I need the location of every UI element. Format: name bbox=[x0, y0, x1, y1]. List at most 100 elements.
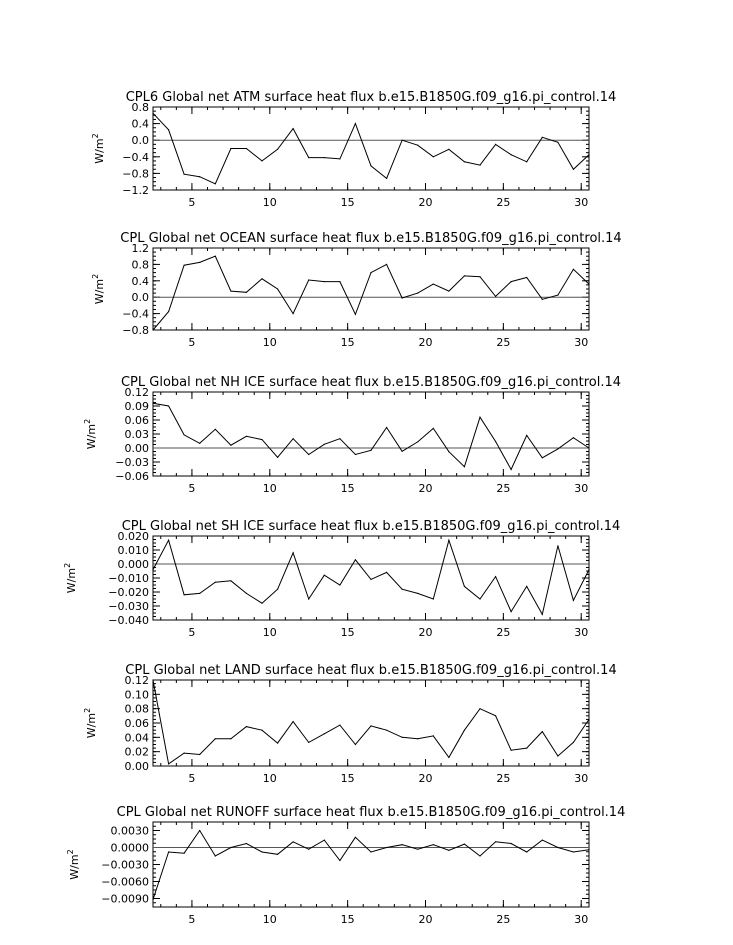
data-point bbox=[417, 144, 419, 146]
y-axis-label-unit: W/m bbox=[85, 713, 98, 738]
y-axis-label: W/m2 bbox=[91, 133, 106, 163]
data-point bbox=[510, 281, 512, 283]
chart-panel-1: CPL6 Global net ATM surface heat flux b.… bbox=[91, 90, 616, 209]
data-point bbox=[245, 435, 248, 437]
data-point bbox=[354, 313, 357, 316]
data-point bbox=[183, 594, 185, 596]
y-tick-label: −0.4 bbox=[122, 151, 149, 164]
data-point bbox=[385, 729, 388, 731]
data-point bbox=[183, 752, 185, 754]
y-axis-label-exponent: 2 bbox=[91, 133, 100, 138]
data-point bbox=[261, 729, 263, 731]
data-point bbox=[463, 275, 466, 277]
y-tick-label: 0.06 bbox=[125, 414, 150, 427]
x-tick-label: 10 bbox=[263, 772, 277, 785]
data-point bbox=[572, 741, 575, 743]
x-tick-label: 20 bbox=[419, 196, 433, 209]
data-point bbox=[230, 444, 232, 446]
data-point bbox=[541, 457, 543, 459]
data-point bbox=[199, 176, 201, 178]
data-point bbox=[448, 756, 450, 759]
x-tick-label: 30 bbox=[574, 196, 588, 209]
y-tick-label: 0.8 bbox=[132, 101, 150, 114]
y-tick-label: 0.020 bbox=[118, 530, 150, 543]
x-tick-label: 5 bbox=[188, 772, 195, 785]
data-point bbox=[199, 261, 201, 263]
data-point bbox=[199, 442, 201, 444]
data-point bbox=[541, 839, 543, 841]
y-tick-label: −0.0090 bbox=[101, 893, 149, 906]
y-tick-label: −0.0030 bbox=[101, 859, 149, 872]
data-point bbox=[276, 588, 279, 590]
data-point bbox=[588, 283, 590, 285]
data-point bbox=[354, 836, 357, 838]
chart-panel-3: CPL Global net NH ICE surface heat flux … bbox=[83, 375, 621, 495]
y-tick-label: 0.09 bbox=[125, 400, 150, 413]
data-point bbox=[245, 291, 248, 293]
y-axis-label-exponent: 2 bbox=[83, 708, 92, 713]
data-point bbox=[230, 846, 232, 849]
data-point bbox=[541, 613, 543, 616]
series-line bbox=[152, 829, 590, 900]
data-point bbox=[230, 290, 232, 292]
y-tick-label: 0.00 bbox=[125, 442, 150, 455]
data-point bbox=[479, 416, 481, 418]
data-point bbox=[339, 158, 341, 160]
data-point bbox=[385, 263, 388, 265]
data-point bbox=[557, 448, 559, 450]
data-point bbox=[370, 272, 372, 274]
data-point bbox=[526, 747, 528, 749]
data-point bbox=[308, 453, 310, 456]
data-point bbox=[494, 841, 497, 843]
y-tick-label: −0.4 bbox=[122, 308, 149, 321]
chart-panel-2: CPL Global net OCEAN surface heat flux b… bbox=[91, 231, 622, 349]
data-point bbox=[510, 154, 512, 156]
data-point bbox=[214, 428, 216, 430]
data-point bbox=[339, 584, 341, 586]
series-line bbox=[152, 402, 590, 471]
data-point bbox=[152, 112, 154, 114]
data-point bbox=[588, 154, 590, 156]
data-point bbox=[401, 736, 403, 738]
y-tick-label: −0.040 bbox=[108, 614, 149, 627]
y-tick-label: 0.0030 bbox=[111, 825, 150, 838]
data-point bbox=[152, 402, 154, 404]
x-tick-label: 10 bbox=[263, 196, 277, 209]
data-point bbox=[214, 581, 216, 583]
plot-frame bbox=[152, 679, 590, 767]
y-tick-label: −0.8 bbox=[122, 324, 149, 337]
data-point bbox=[417, 592, 419, 595]
data-point bbox=[167, 851, 170, 853]
data-point bbox=[339, 438, 341, 440]
data-point bbox=[370, 449, 372, 451]
y-axis-label-unit: W/m bbox=[68, 854, 81, 879]
data-point bbox=[557, 294, 559, 296]
data-point bbox=[385, 846, 388, 849]
y-axis-label-exponent: 2 bbox=[91, 274, 100, 279]
data-point bbox=[479, 708, 481, 710]
y-tick-label: 0.08 bbox=[125, 703, 150, 716]
data-point bbox=[308, 279, 310, 281]
y-tick-label: 0.4 bbox=[132, 275, 150, 288]
x-tick-label: 15 bbox=[341, 336, 355, 349]
x-tick-label: 15 bbox=[341, 196, 355, 209]
y-tick-label: 0.02 bbox=[125, 746, 150, 759]
x-tick-label: 10 bbox=[263, 482, 277, 495]
y-tick-label: 0.03 bbox=[125, 428, 150, 441]
data-point bbox=[323, 281, 325, 283]
data-point bbox=[167, 539, 170, 541]
data-point bbox=[479, 855, 481, 857]
data-point bbox=[230, 738, 232, 740]
data-point bbox=[354, 743, 357, 746]
data-point bbox=[448, 539, 450, 541]
data-point bbox=[370, 165, 372, 167]
data-point bbox=[541, 136, 543, 138]
data-point bbox=[463, 466, 466, 468]
data-point bbox=[276, 742, 279, 744]
data-point bbox=[276, 456, 279, 458]
x-tick-label: 25 bbox=[496, 482, 510, 495]
y-tick-label: 0.04 bbox=[125, 731, 150, 744]
y-tick-label: 1.2 bbox=[132, 242, 150, 255]
data-point bbox=[245, 147, 248, 150]
data-point bbox=[572, 851, 575, 853]
